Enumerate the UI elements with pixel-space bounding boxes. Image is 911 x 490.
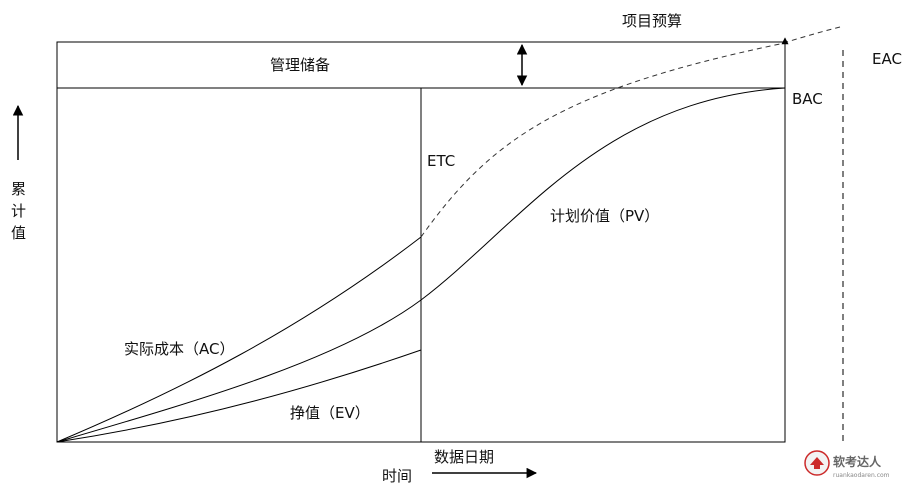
management-reserve-label: 管理储备 <box>270 56 330 74</box>
y-axis-char-1: 累 <box>11 180 26 198</box>
earned-value-curve <box>56 349 422 443</box>
watermark-url: ruankaodaren.com <box>833 472 890 479</box>
management-reserve-box <box>56 41 786 89</box>
project-budget-label: 项目预算 <box>622 12 682 30</box>
etc-label: ETC <box>427 152 455 170</box>
y-axis-char-2: 计 <box>11 202 26 220</box>
planned-value-curve <box>56 87 786 443</box>
actual-cost-curve <box>56 236 422 443</box>
y-axis-char-3: 值 <box>11 224 26 242</box>
bac-label: BAC <box>792 90 823 108</box>
data-date-label: 数据日期 <box>434 448 494 466</box>
watermark: 软考达人 ruankaodaren.com <box>804 450 890 479</box>
planned-value-label: 计划价值（PV） <box>550 207 659 225</box>
earned-value-label: 挣值（EV） <box>290 404 370 422</box>
etc-forecast-curve <box>420 26 841 238</box>
time-axis-label: 时间 <box>382 467 412 485</box>
eac-label: EAC <box>872 50 902 68</box>
actual-cost-label: 实际成本（AC） <box>124 340 234 358</box>
watermark-title: 软考达人 <box>833 454 882 469</box>
